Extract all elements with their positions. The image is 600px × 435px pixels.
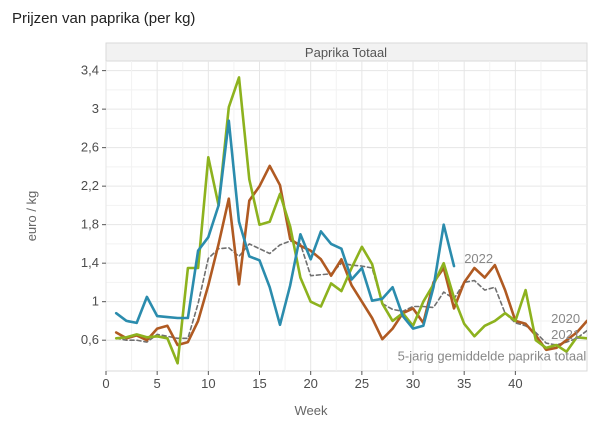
y-tick-label: 2,2 xyxy=(81,178,99,193)
series-lines xyxy=(114,76,587,365)
plot-panel xyxy=(105,60,588,372)
series-annotation: 2020 xyxy=(551,311,580,326)
grid-lines xyxy=(105,61,587,371)
y-tick-label: 0,6 xyxy=(81,332,99,347)
y-tick-label: 2,6 xyxy=(81,140,99,155)
series-annotation: 2021 xyxy=(551,327,580,342)
y-axis-ticks: 0,6 1 1,4 1,8 2,2 2,6 3 3,4 xyxy=(81,63,106,347)
y-tick-label: 3,4 xyxy=(81,63,99,78)
x-tick-label: 40 xyxy=(508,376,522,391)
y-tick-label: 3 xyxy=(92,101,99,116)
x-axis-label: Week xyxy=(295,403,328,418)
chart-title: Prijzen van paprika (per kg) xyxy=(12,10,196,27)
x-tick-label: 25 xyxy=(355,376,369,391)
x-axis-ticks: 0 5 10 15 20 25 30 35 40 xyxy=(102,371,523,391)
panel-title: Paprika Totaal xyxy=(305,45,387,60)
y-axis-label: euro / kg xyxy=(24,191,39,242)
y-tick-label: 1 xyxy=(92,294,99,309)
x-tick-label: 35 xyxy=(457,376,471,391)
x-tick-label: 15 xyxy=(252,376,266,391)
x-tick-label: 10 xyxy=(201,376,215,391)
x-tick-label: 0 xyxy=(102,376,109,391)
series-annotation: 2022 xyxy=(464,251,493,266)
y-tick-label: 1,8 xyxy=(81,217,99,232)
x-tick-label: 5 xyxy=(154,376,161,391)
x-tick-label: 20 xyxy=(303,376,317,391)
y-tick-label: 1,4 xyxy=(81,255,99,270)
series-line-2022 xyxy=(114,119,456,330)
series-annotation: 5-jarig gemiddelde paprika totaal xyxy=(398,348,587,363)
x-tick-label: 30 xyxy=(406,376,420,391)
series-line-2021 xyxy=(114,164,587,352)
